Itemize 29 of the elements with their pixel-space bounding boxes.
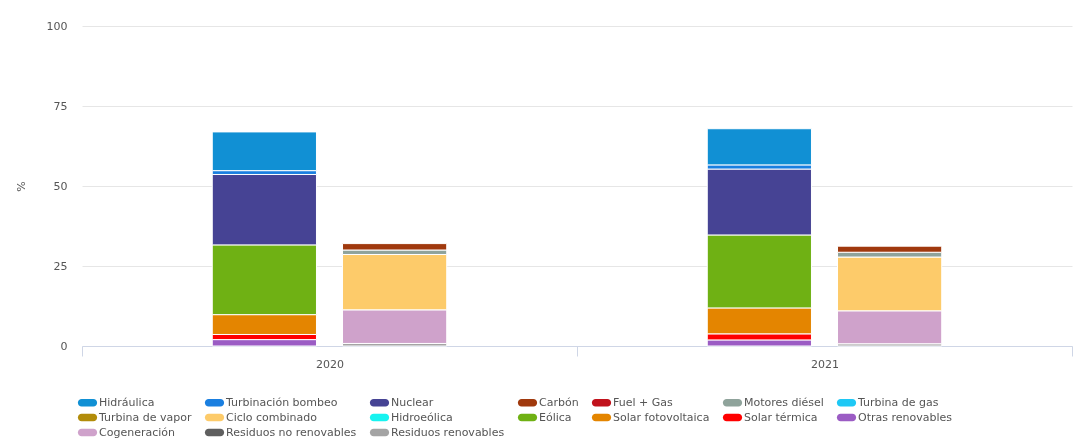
text: 2020 xyxy=(316,357,344,371)
bar xyxy=(211,339,317,347)
text: 2021 xyxy=(811,357,839,371)
legend-label: Hidroeólica xyxy=(391,410,453,424)
y-tick-label: 75 xyxy=(53,99,68,113)
legend-label: Turbinación bombeo xyxy=(225,395,338,409)
legend-label: Fuel + Gas xyxy=(613,395,673,409)
bar xyxy=(211,131,317,172)
bar xyxy=(342,243,448,251)
y-tick-label: 25 xyxy=(53,259,68,273)
legend-label: Eólica xyxy=(539,410,572,424)
y-axis-title: % xyxy=(14,181,28,192)
legend-label: Hidráulica xyxy=(99,395,155,409)
legend-label: Ciclo combinado xyxy=(226,410,318,424)
legend-label: Solar fotovoltaica xyxy=(613,410,710,424)
legend-label: Carbón xyxy=(539,395,579,409)
legend-label: Solar térmica xyxy=(744,410,818,424)
legend-label: Cogeneración xyxy=(99,425,175,439)
legend-label: Residuos renovables xyxy=(391,425,505,439)
legend-label: Otras renovables xyxy=(858,410,953,424)
y-tick-label: 50 xyxy=(53,179,68,193)
y-tick-label: 100 xyxy=(46,19,68,33)
legend-label: Turbina de vapor xyxy=(98,410,192,424)
legend-label: Residuos no renovables xyxy=(226,425,357,439)
y-tick-label: 0 xyxy=(60,339,68,353)
legend-label: Turbina de gas xyxy=(857,395,939,409)
legend-label: Nuclear xyxy=(391,395,434,409)
bar xyxy=(706,128,812,166)
legend-label: Motores diésel xyxy=(744,395,824,409)
